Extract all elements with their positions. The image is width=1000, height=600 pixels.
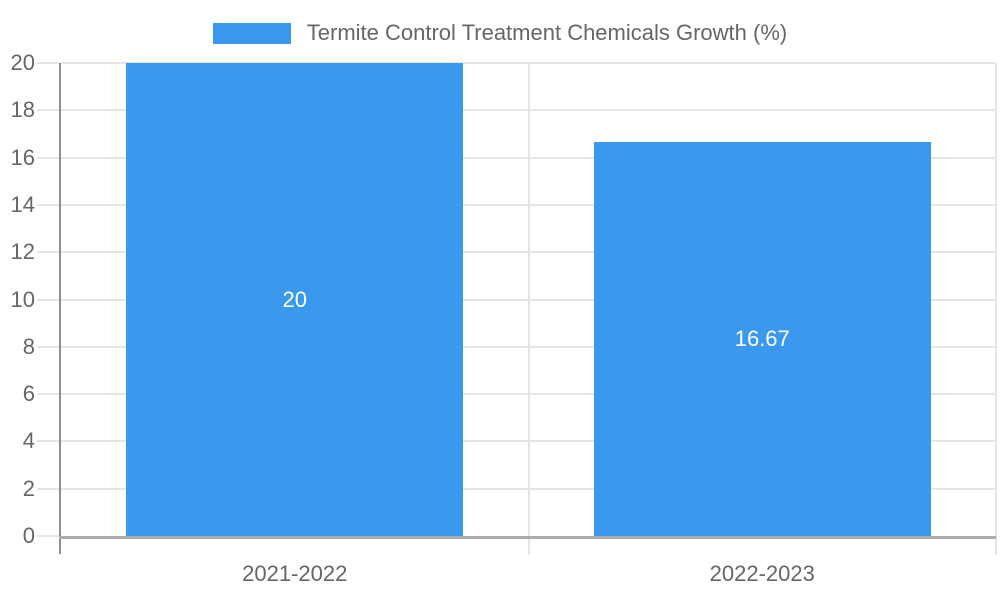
y-tick-label: 20: [10, 50, 35, 75]
y-axis-tick: [37, 251, 59, 254]
x-tick-label: 2021-2022: [242, 561, 348, 586]
y-axis-tick: [37, 487, 59, 490]
y-axis-tick: [37, 62, 59, 64]
bar-value-label: 20: [282, 286, 307, 312]
legend-label: Termite Control Treatment Chemicals Grow…: [306, 20, 788, 45]
y-axis-tick: [37, 440, 59, 443]
y-axis-tick: [37, 203, 59, 206]
y-tick-label: 18: [10, 97, 35, 123]
y-tick-label: 4: [22, 428, 35, 454]
x-axis-line: [59, 536, 996, 539]
y-axis-tick: [37, 535, 59, 537]
y-tick-label: 0: [22, 523, 35, 548]
legend[interactable]: Termite Control Treatment Chemicals Grow…: [0, 21, 1000, 45]
bar-value-label: 16.67: [734, 325, 790, 351]
y-axis-tick: [37, 109, 59, 112]
legend-swatch: [212, 22, 291, 44]
y-tick-label: 8: [22, 333, 35, 359]
y-tick-label: 2: [22, 475, 35, 501]
y-axis-tick: [37, 345, 59, 348]
y-tick-label: 12: [10, 239, 35, 265]
bar: [593, 141, 931, 536]
x-tick-label: 2022-2023: [709, 561, 815, 586]
gridline-vertical: [527, 63, 530, 555]
y-tick-label: 10: [10, 286, 35, 312]
y-axis-tick: [37, 298, 59, 301]
y-axis-tick: [37, 393, 59, 396]
y-axis-tick: [37, 156, 59, 159]
bar: [126, 63, 464, 536]
y-axis-line: [59, 63, 61, 554]
gridline-vertical: [995, 63, 997, 555]
y-tick-label: 16: [10, 144, 35, 170]
y-tick-label: 6: [22, 381, 35, 407]
y-tick-label: 14: [10, 191, 35, 217]
